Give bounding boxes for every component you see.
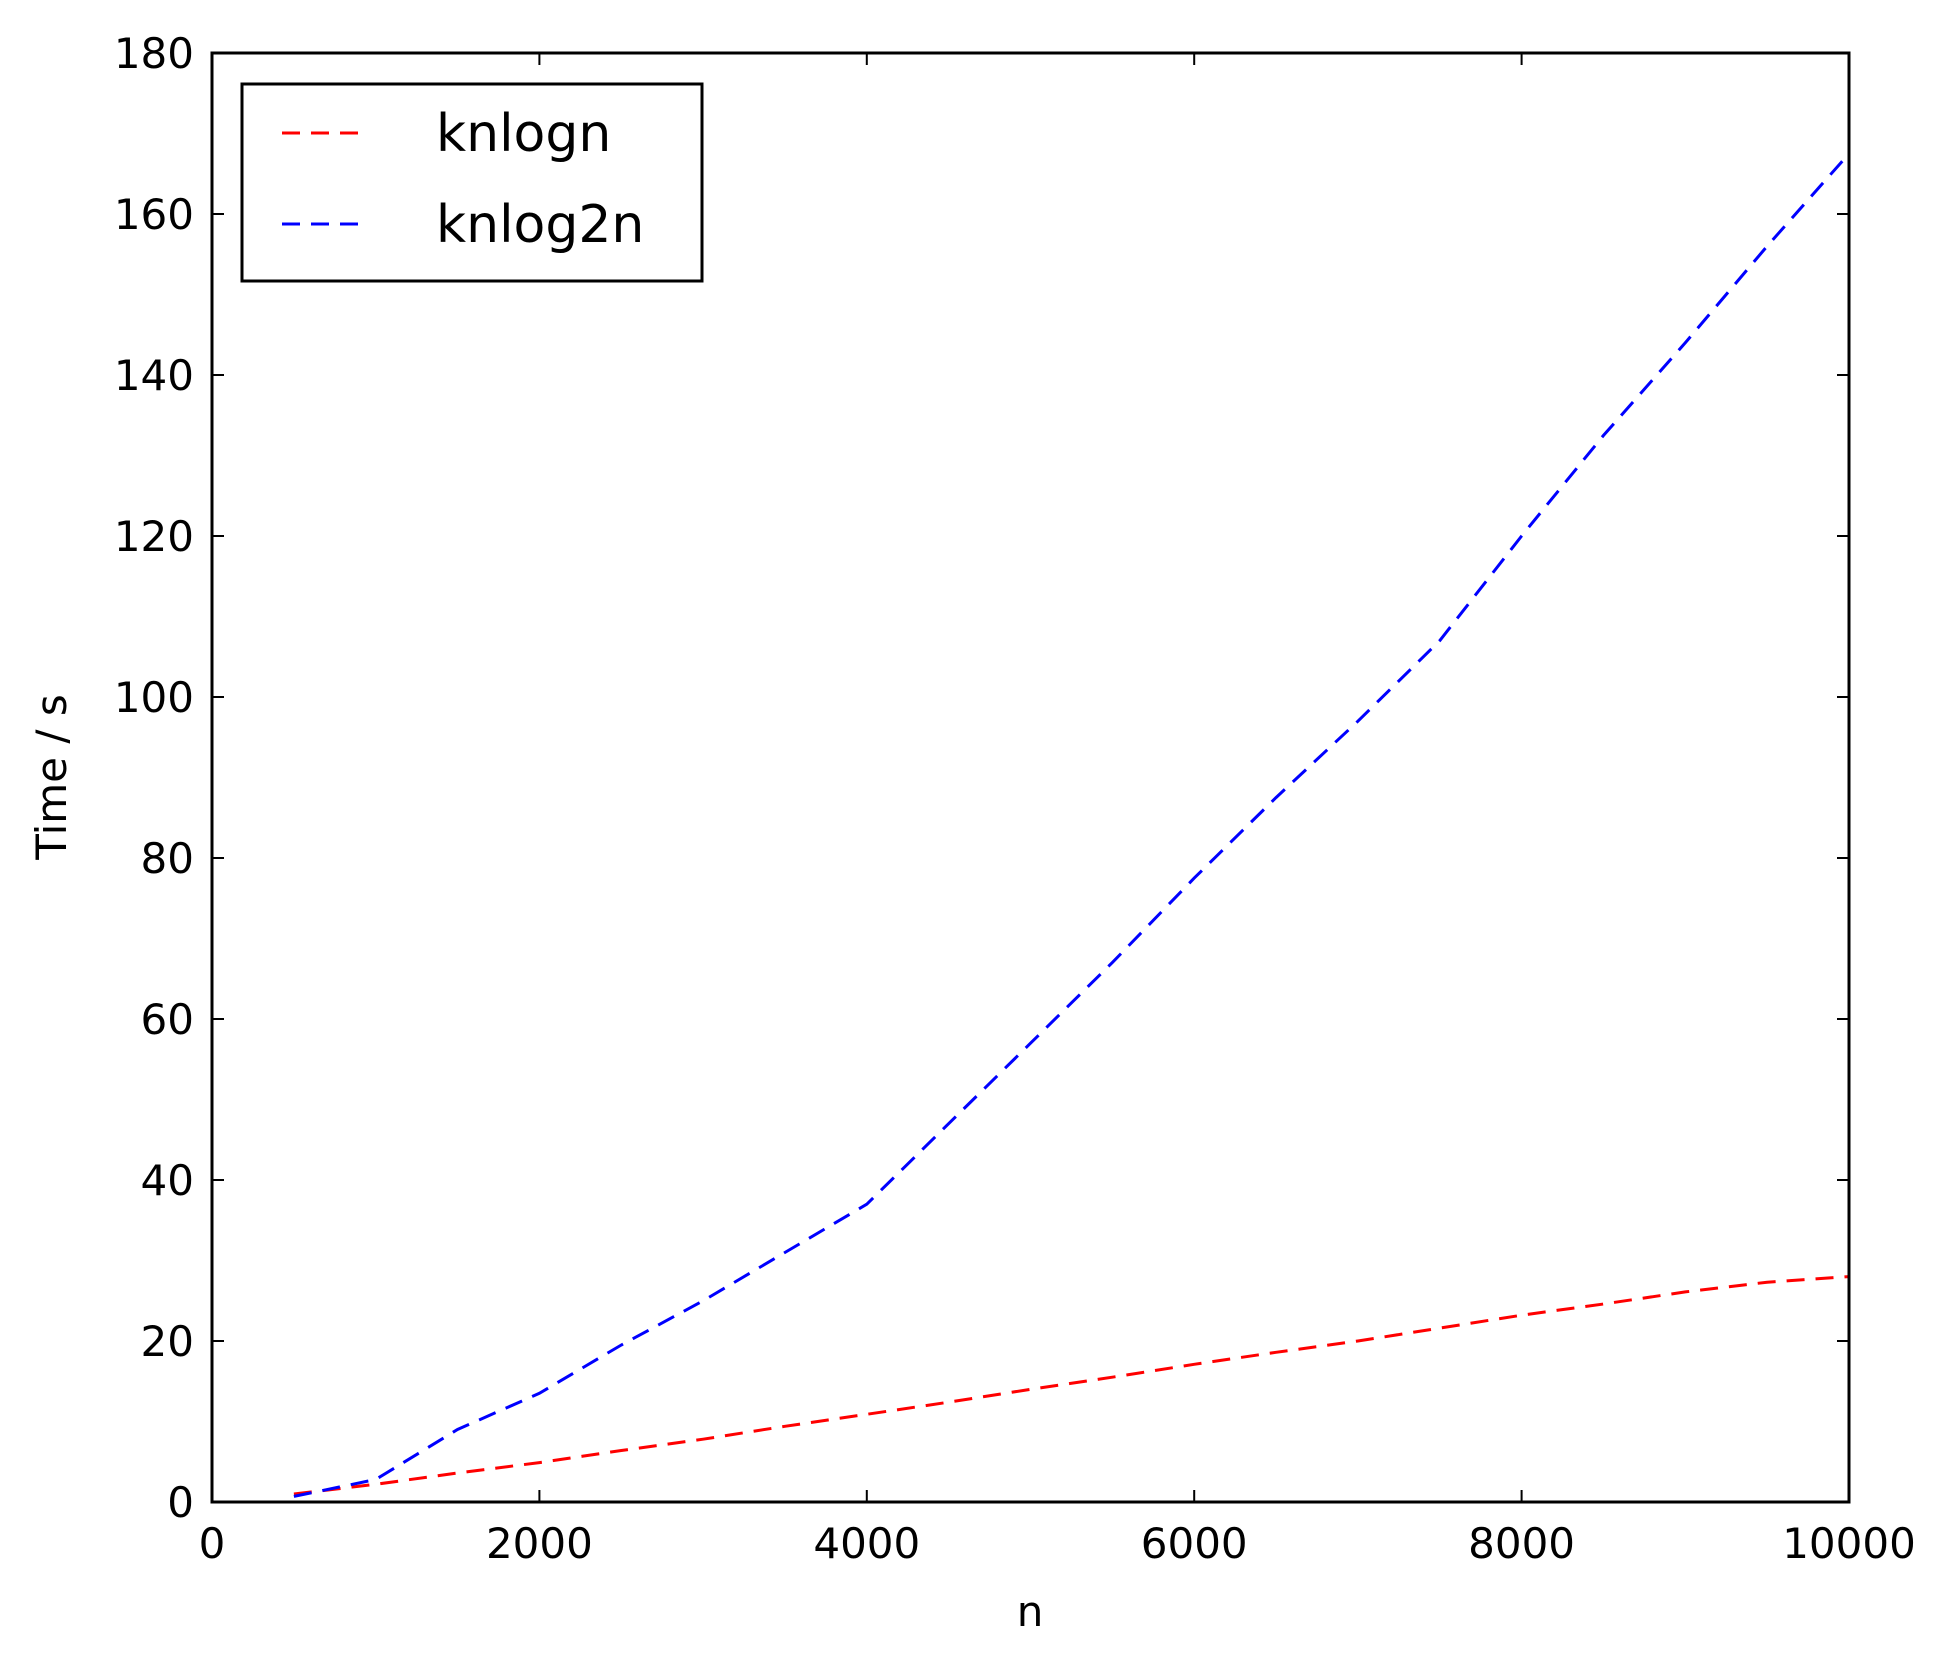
series-line-knlog2n bbox=[293, 152, 1851, 1498]
label-layer: 0 2000 4000 6000 8000 10000 0 20 40 60 80 100 120 140… bbox=[114, 29, 1916, 1568]
y-axis-label: Time / s bbox=[27, 694, 76, 861]
y-tick-label: 100 bbox=[114, 673, 194, 722]
y-tick-label: 60 bbox=[141, 995, 194, 1044]
y-tick-label: 180 bbox=[114, 29, 194, 78]
x-tick-label: 4000 bbox=[813, 1519, 920, 1568]
y-tick-label: 40 bbox=[141, 1156, 194, 1205]
x-tick-label: 0 bbox=[199, 1519, 226, 1568]
x-tick-label: 6000 bbox=[1141, 1519, 1248, 1568]
legend-box bbox=[240, 82, 704, 283]
y-tick-label: 80 bbox=[141, 834, 194, 883]
x-tick-label: 8000 bbox=[1468, 1519, 1575, 1568]
x-axis-label: n bbox=[1017, 1587, 1044, 1636]
legend-label-knlog2n: knlog2n bbox=[436, 195, 644, 255]
plot-area bbox=[212, 53, 1849, 1502]
series-layer bbox=[293, 152, 1851, 1498]
series-line-knlogn bbox=[293, 1275, 1850, 1496]
y-tick-label: 20 bbox=[141, 1317, 194, 1366]
legend: knlogn knlog2n bbox=[240, 82, 704, 283]
y-tick-label: 120 bbox=[114, 512, 194, 561]
y-tick-label: 0 bbox=[167, 1478, 194, 1527]
y-tick-label: 140 bbox=[114, 351, 194, 400]
plot-frame bbox=[210, 51, 1851, 1504]
x-tick-label: 2000 bbox=[486, 1519, 593, 1568]
y-tick-label: 160 bbox=[114, 190, 194, 239]
x-tick-label: 10000 bbox=[1782, 1519, 1916, 1568]
legend-label-knlogn: knlogn bbox=[436, 104, 611, 164]
